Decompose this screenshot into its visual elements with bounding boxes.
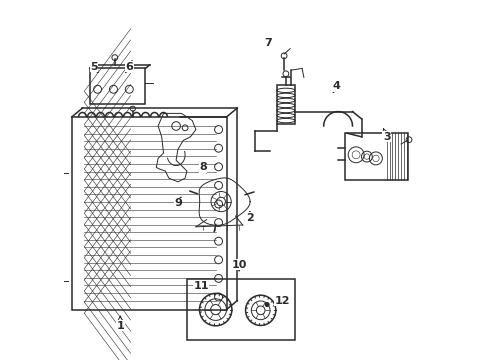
Bar: [186, 279, 294, 340]
Bar: [72, 117, 226, 310]
Text: 3: 3: [382, 129, 390, 142]
Text: 12: 12: [274, 296, 289, 306]
Circle shape: [265, 303, 268, 306]
Text: 1: 1: [116, 316, 124, 331]
Text: 11: 11: [193, 281, 209, 291]
Text: 2: 2: [245, 212, 253, 223]
Bar: [276, 85, 294, 124]
Text: 5: 5: [90, 62, 98, 73]
Bar: [345, 133, 407, 180]
Text: 8: 8: [199, 162, 206, 173]
Bar: [89, 68, 145, 104]
Text: 9: 9: [174, 197, 182, 208]
Text: 7: 7: [264, 38, 271, 48]
Text: 4: 4: [332, 81, 340, 93]
Text: 6: 6: [125, 62, 133, 73]
Text: 10: 10: [231, 260, 246, 271]
